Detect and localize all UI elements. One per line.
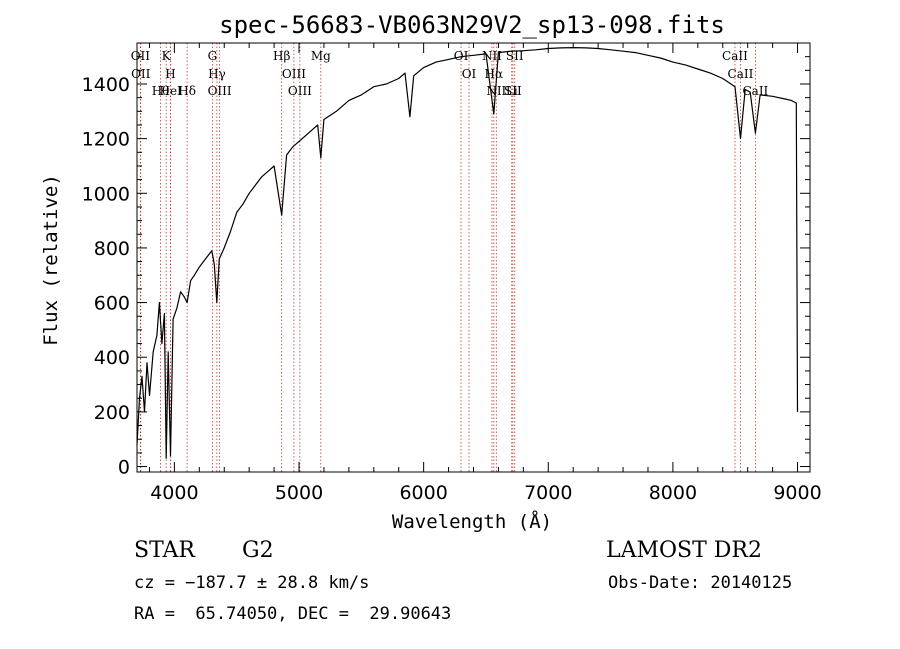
line-label: CaII [722, 49, 748, 63]
line-label: SII [506, 49, 524, 63]
line-label: OI [454, 49, 469, 63]
line-label: Mg [311, 49, 331, 63]
line-label: Hδ [178, 84, 196, 98]
line-label: K [162, 49, 172, 63]
line-label: OII [131, 67, 151, 81]
line-label: OIII [288, 84, 312, 98]
spectrum-series-line [136, 47, 799, 459]
line-markers [139, 43, 756, 472]
line-label: Hβ [273, 49, 290, 63]
coordinates: RA = 65.74050, DEC = 29.90643 [134, 604, 452, 624]
x-tick-label: 6000 [399, 482, 447, 504]
survey-name: LAMOST DR2 [606, 538, 762, 563]
chart-title: spec-56683-VB063N29V2_sp13-098.fits [219, 11, 725, 39]
x-axis-ticks: 4000 5000 6000 7000 8000 9000 [148, 43, 822, 504]
y-axis-ticks: 0 200 400 600 800 1000 1200 1400 [82, 56, 810, 479]
plot-frame [136, 42, 811, 473]
y-tick-label: 1000 [82, 183, 130, 205]
line-label: H [165, 67, 175, 81]
line-label: CaII [728, 67, 754, 81]
line-label: OIII [208, 84, 232, 98]
observation-date: Obs-Date: 20140125 [608, 573, 793, 593]
line-label: OI [462, 67, 477, 81]
line-label: OIII [282, 67, 306, 81]
line-label: HeI [159, 84, 182, 98]
velocity-readout: cz = −187.7 ± 28.8 km/s [134, 573, 370, 593]
y-tick-label: 800 [94, 238, 130, 260]
y-tick-label: 200 [94, 402, 130, 424]
spectrum-chart: spec-56683-VB063N29V2_sp13-098.fits Wave… [40, 11, 822, 533]
line-label: Hγ [208, 67, 226, 81]
line-label: NII [482, 49, 502, 63]
y-tick-label: 400 [94, 347, 130, 369]
line-label: Hα [485, 67, 504, 81]
x-tick-label: 7000 [524, 482, 572, 504]
object-class: STAR [134, 538, 195, 563]
x-tick-label: 8000 [649, 482, 697, 504]
line-label: SII [504, 84, 522, 98]
x-tick-label: 9000 [773, 482, 821, 504]
y-tick-label: 1200 [82, 129, 130, 151]
line-label: G [208, 49, 218, 63]
object-subclass: G2 [242, 538, 274, 563]
x-axis-label: Wavelength (Å) [392, 510, 552, 533]
y-tick-label: 0 [118, 457, 130, 479]
line-label: Li [506, 84, 518, 98]
x-tick-label: 5000 [275, 482, 323, 504]
line-label: CaII [742, 84, 768, 98]
line-label: Hθ [152, 84, 170, 98]
line-label: OII [131, 49, 151, 63]
y-axis-label: Flux (relative) [40, 174, 62, 346]
y-tick-label: 600 [94, 293, 130, 315]
y-tick-label: 1400 [82, 74, 130, 96]
x-tick-label: 4000 [150, 482, 198, 504]
